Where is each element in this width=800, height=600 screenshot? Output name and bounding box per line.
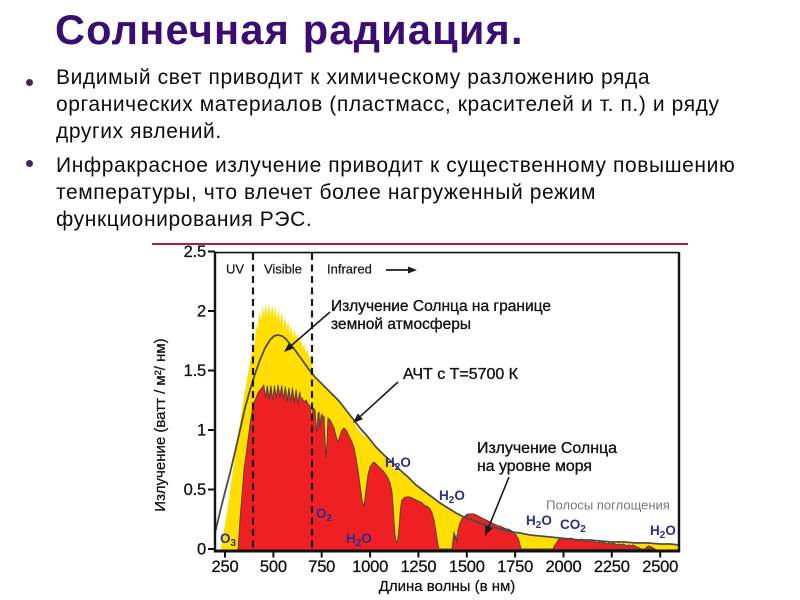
svg-text:Излучение (ватт / м²/ нм): Излучение (ватт / м²/ нм)	[152, 338, 169, 511]
svg-text:Infrared: Infrared	[327, 262, 372, 277]
svg-text:Длина волны (в нм): Длина волны (в нм)	[379, 578, 516, 595]
svg-text:UV: UV	[226, 262, 244, 277]
svg-text:Излучение Солнца: Излучение Солнца	[477, 440, 617, 457]
svg-text:1500: 1500	[449, 558, 485, 576]
svg-text:1250: 1250	[400, 558, 436, 576]
svg-text:0: 0	[197, 541, 206, 559]
svg-text:2.5: 2.5	[184, 243, 206, 261]
svg-text:1000: 1000	[352, 558, 388, 576]
svg-text:Visible: Visible	[264, 262, 302, 277]
svg-text:земной атмосферы: земной атмосферы	[331, 316, 471, 333]
svg-text:1: 1	[197, 422, 206, 440]
svg-text:0.5: 0.5	[184, 481, 206, 499]
svg-text:H2O: H2O	[346, 531, 372, 549]
svg-text:2: 2	[197, 303, 206, 321]
svg-text:500: 500	[260, 558, 287, 576]
svg-text:на уровне моря: на уровне моря	[477, 458, 592, 475]
svg-text:H2O: H2O	[650, 523, 676, 541]
svg-text:1750: 1750	[497, 558, 533, 576]
svg-text:250: 250	[212, 558, 239, 576]
svg-text:2250: 2250	[594, 558, 630, 576]
svg-text:2500: 2500	[642, 558, 678, 576]
svg-text:Полосы поглощения: Полосы поглощения	[546, 498, 670, 513]
svg-text:H2O: H2O	[385, 455, 411, 473]
svg-text:H2O: H2O	[439, 488, 465, 506]
svg-text:2000: 2000	[546, 558, 582, 576]
svg-text:АЧТ с Т=5700 К: АЧТ с Т=5700 К	[403, 366, 518, 383]
svg-text:1.5: 1.5	[184, 362, 206, 380]
svg-text:750: 750	[308, 558, 335, 576]
svg-text:CO2: CO2	[560, 517, 586, 535]
svg-text:H2O: H2O	[526, 513, 552, 531]
svg-text:Излучение Солнца на границе: Излучение Солнца на границе	[331, 298, 551, 315]
